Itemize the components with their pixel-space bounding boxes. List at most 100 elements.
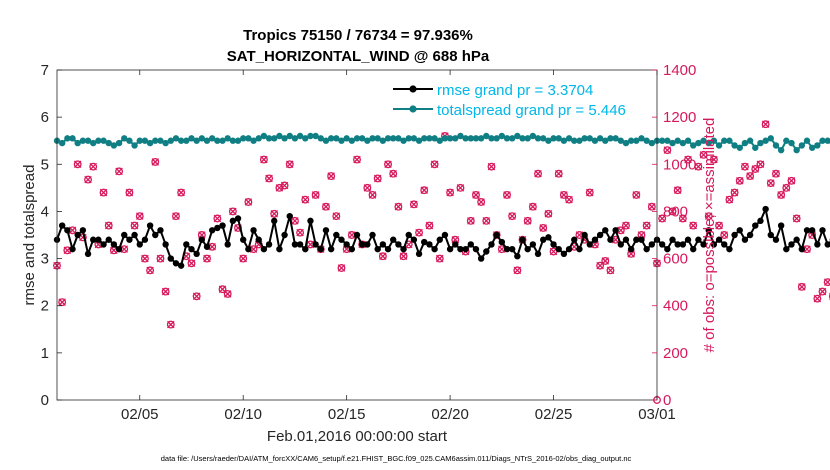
spread-point bbox=[658, 137, 666, 144]
spread-point bbox=[177, 137, 185, 144]
obs-assimilated-point bbox=[767, 179, 775, 187]
obs-possible-point bbox=[456, 183, 465, 192]
spread-point bbox=[627, 137, 635, 144]
obs-assimilated-point bbox=[244, 198, 253, 206]
spread-point bbox=[172, 135, 180, 142]
spread-point bbox=[229, 137, 237, 144]
obs-assimilated-point bbox=[327, 172, 335, 180]
rmse-point bbox=[514, 253, 521, 260]
obs-assimilated-point bbox=[663, 146, 672, 154]
rmse-point bbox=[824, 241, 830, 248]
spread-point bbox=[710, 137, 718, 144]
obs-assimilated-point bbox=[679, 214, 687, 223]
obs-assimilated-point bbox=[482, 217, 491, 225]
rmse-point bbox=[348, 245, 356, 253]
obs-assimilated-point bbox=[141, 254, 149, 263]
spread-point bbox=[79, 137, 87, 144]
rmse-point bbox=[622, 236, 630, 243]
y-tick-label: 4 bbox=[41, 203, 49, 220]
obs-possible-point bbox=[792, 214, 801, 223]
obs-assimilated-point bbox=[787, 177, 796, 185]
rmse-point bbox=[208, 227, 216, 234]
rmse-point bbox=[281, 231, 288, 239]
obs-possible-point bbox=[777, 190, 786, 199]
legend-spread-marker bbox=[409, 105, 417, 113]
obs-assimilated-point bbox=[296, 228, 304, 237]
rmse-point bbox=[69, 245, 76, 253]
spread-point bbox=[95, 137, 102, 144]
x-tick-label: 03/01 bbox=[638, 406, 676, 423]
obs-possible-point bbox=[663, 146, 672, 155]
spread-point bbox=[767, 135, 774, 142]
obs-possible-point bbox=[151, 157, 160, 166]
rmse-point bbox=[560, 250, 568, 258]
obs-assimilated-point bbox=[348, 231, 356, 239]
obs-assimilated-point bbox=[735, 177, 744, 185]
rmse-point bbox=[436, 236, 443, 243]
rmse-point bbox=[286, 212, 293, 220]
spread-point bbox=[798, 142, 806, 149]
rmse-point bbox=[746, 231, 754, 239]
obs-possible-point bbox=[818, 287, 827, 296]
rmse-point bbox=[260, 245, 268, 253]
obs-assimilated-point bbox=[782, 184, 791, 192]
spread-point bbox=[121, 135, 128, 142]
obs-assimilated-point bbox=[270, 210, 279, 218]
obs-assimilated-point bbox=[192, 292, 201, 301]
spread-point bbox=[633, 137, 640, 144]
spread-point bbox=[602, 137, 609, 144]
obs-possible-point bbox=[156, 254, 165, 263]
rmse-point bbox=[224, 241, 231, 248]
rmse-point bbox=[74, 231, 81, 239]
spread-point bbox=[622, 139, 630, 147]
obs-assimilated-point bbox=[332, 212, 341, 220]
obs-possible-point bbox=[782, 183, 791, 192]
spread-point bbox=[690, 142, 697, 149]
obs-possible-point bbox=[596, 261, 605, 270]
rmse-point bbox=[105, 236, 112, 243]
obs-assimilated-point bbox=[513, 266, 522, 275]
chart-title: Tropics 75150 / 76734 = 97.936% bbox=[243, 27, 473, 44]
obs-possible-point bbox=[420, 186, 429, 195]
rmse-point bbox=[524, 245, 531, 253]
obs-assimilated-point bbox=[761, 120, 770, 128]
obs-assimilated-point bbox=[363, 184, 372, 192]
obs-assimilated-point bbox=[84, 175, 92, 184]
spread-point bbox=[296, 132, 304, 140]
rmse-point bbox=[695, 236, 702, 243]
rmse-point bbox=[172, 260, 180, 267]
spread-point bbox=[777, 146, 785, 154]
spread-point bbox=[312, 132, 319, 140]
obs-possible-point bbox=[720, 231, 729, 239]
x-axis-label: Feb.01,2016 00:00:00 start bbox=[267, 428, 448, 445]
spread-point bbox=[64, 135, 71, 142]
obs-possible-point bbox=[73, 160, 82, 169]
y2-tick-label: 1200 bbox=[663, 109, 696, 126]
rmse-point bbox=[571, 236, 578, 243]
spread-point bbox=[446, 135, 454, 142]
obs-assimilated-point bbox=[187, 259, 196, 268]
obs-assimilated-point bbox=[291, 217, 299, 225]
obs-possible-point bbox=[363, 183, 372, 192]
spread-point bbox=[529, 132, 537, 140]
spread-point bbox=[157, 137, 164, 144]
rmse-point bbox=[627, 245, 635, 253]
y-tick-label: 0 bbox=[41, 392, 49, 409]
obs-assimilated-point bbox=[720, 231, 729, 239]
spread-point bbox=[291, 135, 299, 142]
x-tick-label: 02/10 bbox=[224, 406, 262, 423]
obs-assimilated-point bbox=[58, 298, 66, 306]
obs-assimilated-point bbox=[275, 184, 284, 192]
obs-assimilated-point bbox=[104, 221, 113, 230]
spread-point bbox=[467, 135, 474, 142]
spread-point bbox=[648, 139, 656, 147]
rmse-point bbox=[312, 241, 319, 248]
obs-possible-point bbox=[223, 289, 232, 298]
spread-point bbox=[545, 137, 552, 144]
obs-assimilated-point bbox=[415, 228, 423, 237]
obs-possible-point bbox=[772, 169, 780, 178]
rmse-point bbox=[333, 231, 340, 239]
rmse-point bbox=[581, 231, 588, 239]
obs-assimilated-point bbox=[177, 188, 185, 197]
rmse-point bbox=[384, 245, 392, 253]
